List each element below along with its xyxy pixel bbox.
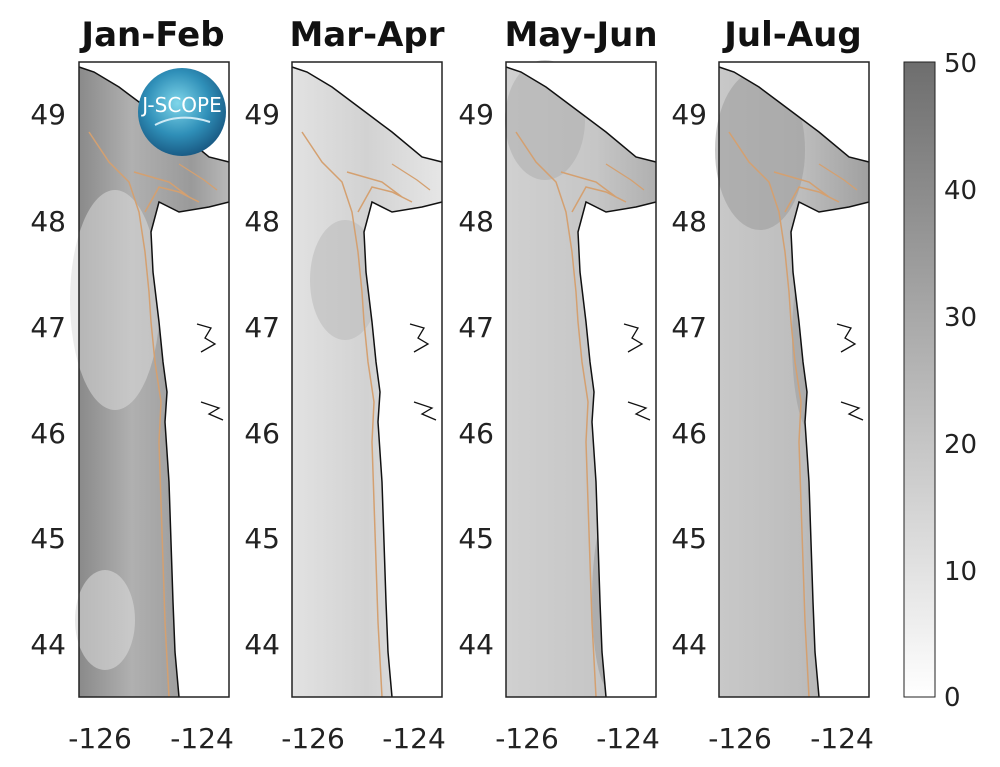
ocean-pattern: [70, 190, 160, 410]
logo-text: J-SCOPE: [140, 93, 222, 117]
panel-title-jul-aug: Jul-Aug: [722, 15, 861, 55]
lat-tick-label: 45: [458, 522, 494, 555]
panel-frame: [78, 61, 230, 698]
lat-tick-label: 49: [671, 98, 707, 131]
lat-tick-label: 47: [244, 311, 280, 344]
lon-tick-label: -124: [170, 722, 234, 755]
lat-tick-label: 48: [30, 205, 66, 238]
colorbar-tick-label: 50: [944, 49, 977, 79]
map-panel-mar-apr: Mar-Apr: [289, 15, 445, 698]
colorbar-tick-label: 0: [944, 683, 961, 713]
panel-title-jan-feb: Jan-Feb: [79, 15, 224, 55]
lat-tick-label: 47: [30, 311, 66, 344]
lat-axis-panel-4: 49 48 47 46 45 44: [671, 98, 707, 661]
lat-tick-label: 45: [30, 522, 66, 555]
lon-tick-label: -124: [810, 722, 874, 755]
lat-axis-panel-3: 49 48 47 46 45 44: [458, 98, 494, 661]
lat-tick-label: 45: [244, 522, 280, 555]
lon-tick-label: -124: [382, 722, 446, 755]
lon-axis-panel-2: -126 -124: [281, 722, 446, 755]
ocean-pattern: [75, 570, 135, 670]
colorbar: 50 40 30 20 10 0: [903, 49, 977, 713]
lat-tick-label: 44: [458, 628, 494, 661]
panel-frame: [291, 61, 443, 698]
colorbar-tick-label: 30: [944, 303, 977, 333]
lon-tick-label: -124: [596, 722, 660, 755]
lat-tick-label: 44: [30, 628, 66, 661]
lat-axis-panel-2: 49 48 47 46 45 44: [244, 98, 280, 661]
lon-axis-panel-1: -126 -124: [68, 722, 234, 755]
lat-tick-label: 48: [458, 205, 494, 238]
lat-axis-panel-1: 49 48 47 46 45 44: [30, 98, 66, 661]
lat-tick-label: 45: [671, 522, 707, 555]
lat-tick-label: 46: [458, 417, 494, 450]
colorbar-gradient: [903, 61, 936, 698]
colorbar-tick-label: 10: [944, 557, 977, 587]
map-panel-jul-aug: Jul-Aug: [715, 15, 870, 698]
panel-title-may-jun: May-Jun: [504, 15, 657, 55]
lon-tick-label: -126: [281, 722, 345, 755]
lon-tick-label: -126: [495, 722, 559, 755]
lat-tick-label: 48: [244, 205, 280, 238]
lat-tick-label: 46: [30, 417, 66, 450]
panel-frame: [505, 61, 657, 698]
map-panel-jan-feb: Jan-Feb J-SCOPE: [70, 15, 230, 698]
ocean-pattern: [715, 70, 805, 230]
lon-tick-label: -126: [708, 722, 772, 755]
lat-tick-label: 49: [30, 98, 66, 131]
lat-tick-label: 49: [458, 98, 494, 131]
lon-axis-panel-4: -126 -124: [708, 722, 874, 755]
lon-axis-panel-3: -126 -124: [495, 722, 660, 755]
lat-tick-label: 47: [458, 311, 494, 344]
lat-tick-label: 44: [671, 628, 707, 661]
colorbar-tick-label: 40: [944, 176, 977, 206]
lat-tick-label: 46: [244, 417, 280, 450]
colorbar-tick-label: 20: [944, 430, 977, 460]
lat-tick-label: 48: [671, 205, 707, 238]
lat-tick-label: 49: [244, 98, 280, 131]
lat-tick-label: 47: [671, 311, 707, 344]
map-panel-may-jun: May-Jun: [504, 15, 658, 698]
lat-tick-label: 46: [671, 417, 707, 450]
jscope-logo: J-SCOPE: [138, 68, 226, 156]
panel-title-mar-apr: Mar-Apr: [289, 15, 444, 55]
lon-tick-label: -126: [68, 722, 132, 755]
lat-tick-label: 44: [244, 628, 280, 661]
panel-frame: [718, 61, 870, 698]
